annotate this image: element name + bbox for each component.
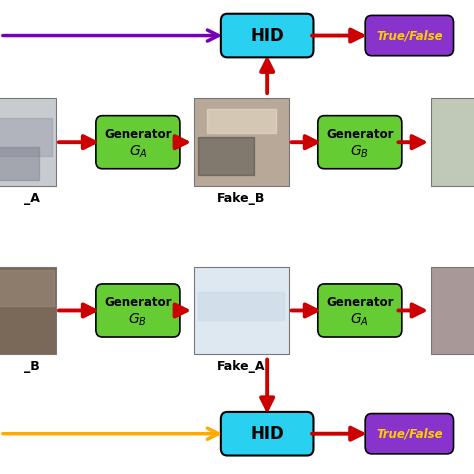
FancyBboxPatch shape xyxy=(221,14,313,57)
FancyBboxPatch shape xyxy=(221,412,313,456)
Text: HID: HID xyxy=(250,27,284,45)
FancyBboxPatch shape xyxy=(96,116,180,169)
FancyBboxPatch shape xyxy=(318,284,402,337)
FancyBboxPatch shape xyxy=(0,266,56,354)
Text: Generator: Generator xyxy=(326,296,393,310)
Text: Generator: Generator xyxy=(104,296,172,310)
FancyBboxPatch shape xyxy=(194,266,289,354)
FancyBboxPatch shape xyxy=(431,98,474,186)
Text: Fake_B: Fake_B xyxy=(217,191,265,205)
Text: Generator: Generator xyxy=(104,128,172,141)
Text: True/False: True/False xyxy=(376,427,443,440)
Text: $G_B$: $G_B$ xyxy=(128,312,147,328)
FancyBboxPatch shape xyxy=(0,98,56,186)
Text: True/False: True/False xyxy=(376,29,443,42)
Text: HID: HID xyxy=(250,425,284,443)
FancyBboxPatch shape xyxy=(365,413,454,454)
Text: $G_A$: $G_A$ xyxy=(128,144,147,160)
FancyBboxPatch shape xyxy=(96,284,180,337)
Text: _A: _A xyxy=(24,191,40,205)
Text: Fake_A: Fake_A xyxy=(217,360,265,373)
FancyBboxPatch shape xyxy=(194,98,289,186)
FancyBboxPatch shape xyxy=(431,266,474,354)
Text: _B: _B xyxy=(25,360,40,373)
FancyBboxPatch shape xyxy=(318,116,402,169)
Text: $G_A$: $G_A$ xyxy=(350,312,369,328)
Text: Generator: Generator xyxy=(326,128,393,141)
FancyBboxPatch shape xyxy=(365,15,454,56)
Text: $G_B$: $G_B$ xyxy=(350,144,369,160)
